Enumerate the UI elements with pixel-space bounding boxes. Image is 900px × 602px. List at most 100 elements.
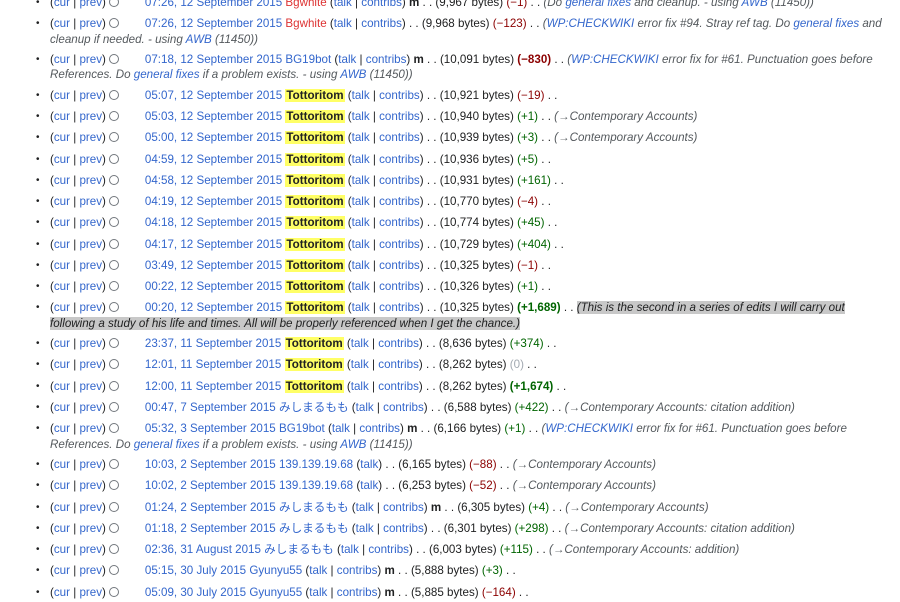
cur-link[interactable]: cur — [53, 173, 70, 187]
revision-timestamp-link[interactable]: 12:01, 11 September 2015 — [144, 358, 282, 372]
revision-timestamp-link[interactable]: 04:59, 12 September 2015 — [144, 152, 283, 166]
user-link[interactable]: みしまるもも — [264, 543, 334, 556]
compare-radio[interactable] — [108, 54, 119, 65]
revision-timestamp-link[interactable]: 07:26, 12 September 2015 — [144, 17, 283, 31]
revision-timestamp-link[interactable]: 23:37, 11 September 2015 — [144, 337, 282, 351]
cur-link[interactable]: cur — [53, 500, 70, 514]
user-link[interactable]: Gyunyu55 — [249, 564, 303, 578]
contribs-link[interactable]: contribs — [378, 379, 419, 393]
user-link[interactable]: Tottoritom — [285, 301, 345, 315]
prev-link[interactable]: prev — [79, 479, 103, 493]
contribs-link[interactable]: contribs — [361, 0, 402, 9]
cur-link[interactable]: cur — [53, 543, 70, 556]
contribs-link[interactable]: contribs — [383, 500, 424, 514]
revision-timestamp-link[interactable]: 05:09, 30 July 2015 — [144, 585, 247, 599]
revision-timestamp-link[interactable]: 10:02, 2 September 2015 — [144, 479, 276, 493]
cur-link[interactable]: cur — [53, 564, 70, 578]
contribs-link[interactable]: contribs — [383, 400, 424, 414]
prev-link[interactable]: prev — [79, 458, 103, 471]
prev-link[interactable]: prev — [79, 195, 103, 209]
revision-timestamp-link[interactable]: 04:17, 12 September 2015 — [144, 237, 283, 251]
prev-link[interactable]: prev — [79, 173, 103, 187]
compare-radio[interactable] — [108, 0, 119, 7]
compare-radio[interactable] — [108, 174, 119, 185]
compare-radio[interactable] — [108, 238, 119, 249]
summary-link[interactable]: WP:CHECKWIKI — [571, 53, 659, 67]
user-link[interactable]: みしまるもも — [278, 521, 349, 535]
user-link[interactable]: Tottoritom — [285, 110, 345, 124]
cur-link[interactable]: cur — [53, 585, 70, 599]
contribs-link[interactable]: contribs — [359, 422, 400, 436]
user-link[interactable]: Tottoritom — [285, 131, 345, 145]
summary-link[interactable]: WP:CHECKWIKI — [545, 422, 633, 436]
compare-radio[interactable] — [108, 423, 119, 434]
talk-link[interactable]: talk — [351, 110, 370, 124]
compare-radio[interactable] — [108, 217, 119, 228]
prev-link[interactable]: prev — [79, 110, 103, 124]
compare-radio[interactable] — [108, 281, 119, 292]
compare-radio[interactable] — [108, 380, 119, 391]
prev-link[interactable]: prev — [79, 88, 103, 102]
compare-radio[interactable] — [108, 501, 119, 512]
contribs-link[interactable]: contribs — [379, 301, 420, 315]
revision-timestamp-link[interactable]: 03:49, 12 September 2015 — [144, 258, 283, 272]
cur-link[interactable]: cur — [53, 379, 70, 393]
talk-link[interactable]: talk — [360, 458, 379, 471]
cur-link[interactable]: cur — [53, 301, 70, 315]
prev-link[interactable]: prev — [79, 131, 103, 145]
cur-link[interactable]: cur — [53, 131, 70, 145]
summary-link[interactable]: general fixes — [793, 17, 860, 31]
prev-link[interactable]: prev — [79, 258, 103, 272]
prev-link[interactable]: prev — [79, 422, 103, 436]
revision-timestamp-link[interactable]: 07:18, 12 September 2015 — [144, 53, 283, 67]
talk-link[interactable]: talk — [351, 301, 370, 315]
compare-radio[interactable] — [108, 338, 119, 349]
contribs-link[interactable]: contribs — [365, 53, 407, 67]
revision-timestamp-link[interactable]: 05:03, 12 September 2015 — [144, 110, 283, 124]
talk-link[interactable]: talk — [350, 358, 369, 372]
compare-radio[interactable] — [108, 522, 119, 533]
contribs-link[interactable]: contribs — [361, 17, 402, 31]
contribs-link[interactable]: contribs — [378, 337, 419, 351]
revision-timestamp-link[interactable]: 01:18, 2 September 2015 — [144, 521, 276, 535]
talk-link[interactable]: talk — [350, 337, 369, 351]
talk-link[interactable]: talk — [351, 173, 370, 187]
prev-link[interactable]: prev — [79, 564, 103, 578]
user-link[interactable]: Tottoritom — [285, 280, 345, 294]
contribs-link[interactable]: contribs — [379, 88, 420, 102]
user-link[interactable]: Tottoritom — [284, 337, 344, 351]
prev-link[interactable]: prev — [79, 585, 103, 599]
prev-link[interactable]: prev — [79, 543, 103, 556]
talk-link[interactable]: talk — [355, 500, 374, 514]
compare-radio[interactable] — [108, 18, 119, 29]
cur-link[interactable]: cur — [53, 53, 70, 67]
summary-link[interactable]: general fixes — [133, 437, 200, 451]
prev-link[interactable]: prev — [79, 0, 103, 9]
revision-timestamp-link[interactable]: 04:19, 12 September 2015 — [144, 195, 283, 209]
cur-link[interactable]: cur — [53, 358, 70, 372]
compare-radio[interactable] — [108, 565, 119, 576]
cur-link[interactable]: cur — [53, 337, 70, 351]
summary-link[interactable]: general fixes — [565, 0, 632, 9]
talk-link[interactable]: talk — [351, 280, 370, 294]
contribs-link[interactable]: contribs — [379, 131, 420, 145]
contribs-link[interactable]: contribs — [378, 358, 419, 372]
talk-link[interactable]: talk — [351, 237, 370, 251]
cur-link[interactable]: cur — [53, 280, 70, 294]
cur-link[interactable]: cur — [53, 216, 70, 230]
revision-timestamp-link[interactable]: 01:24, 2 September 2015 — [144, 500, 276, 514]
user-link[interactable]: Tottoritom — [285, 173, 345, 187]
talk-link[interactable]: talk — [338, 53, 357, 67]
prev-link[interactable]: prev — [79, 216, 103, 230]
talk-link[interactable]: talk — [360, 479, 379, 493]
compare-radio[interactable] — [108, 111, 119, 122]
cur-link[interactable]: cur — [53, 88, 70, 102]
user-link[interactable]: Gyunyu55 — [249, 585, 303, 599]
talk-link[interactable]: talk — [309, 585, 328, 599]
contribs-link[interactable]: contribs — [379, 237, 420, 251]
contribs-link[interactable]: contribs — [379, 280, 420, 294]
contribs-link[interactable]: contribs — [383, 521, 424, 535]
summary-link[interactable]: AWB — [340, 68, 367, 82]
prev-link[interactable]: prev — [79, 152, 103, 166]
cur-link[interactable]: cur — [53, 195, 70, 209]
